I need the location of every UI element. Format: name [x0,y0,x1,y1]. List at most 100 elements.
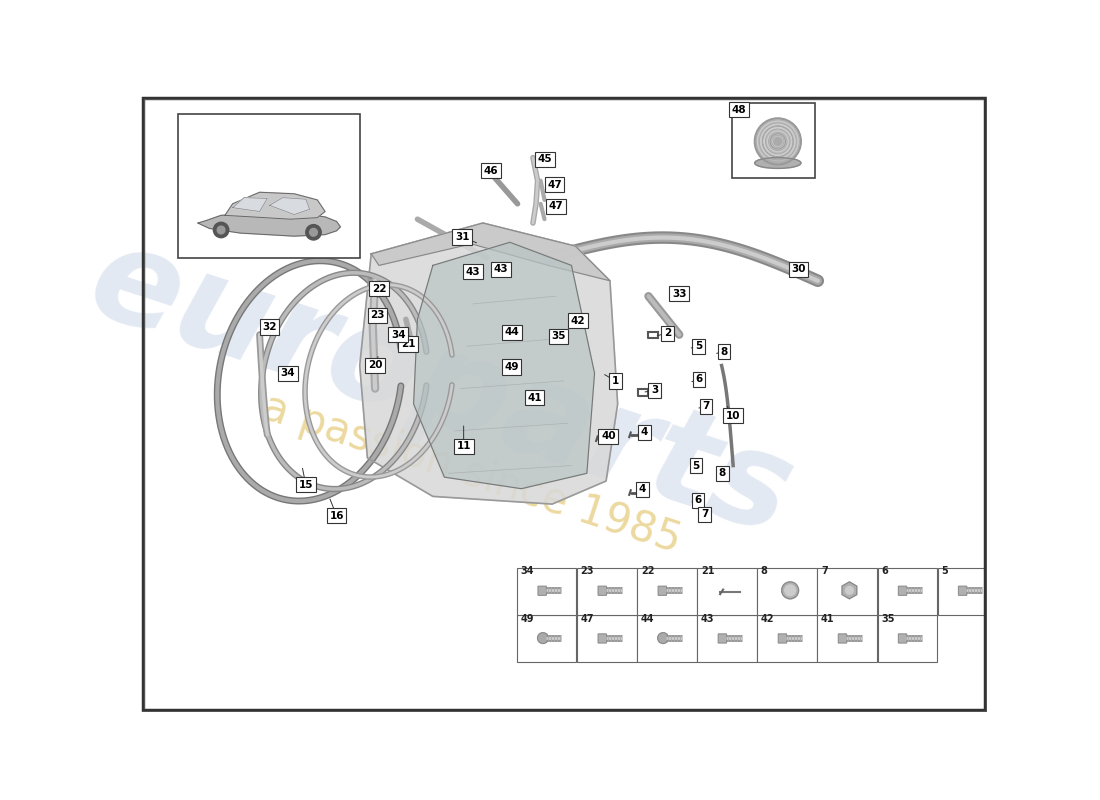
Text: 8: 8 [761,566,768,576]
Circle shape [784,585,795,596]
FancyBboxPatch shape [697,615,757,662]
Text: 40: 40 [601,431,616,442]
Text: 21: 21 [402,339,416,349]
Text: 44: 44 [640,614,654,624]
Text: 22: 22 [640,566,654,576]
Text: 6: 6 [694,495,702,506]
Text: 34: 34 [390,330,406,340]
FancyBboxPatch shape [878,568,937,614]
FancyBboxPatch shape [538,586,547,595]
Text: 10: 10 [726,410,740,421]
Text: 44: 44 [505,327,519,338]
Text: 47: 47 [547,179,562,190]
FancyBboxPatch shape [517,615,576,662]
Text: 1: 1 [612,376,619,386]
Text: 22: 22 [372,283,386,294]
FancyBboxPatch shape [578,615,637,662]
Text: 3: 3 [651,385,658,395]
FancyBboxPatch shape [817,568,877,614]
Circle shape [213,222,229,238]
Text: 23: 23 [581,566,594,576]
Text: 41: 41 [821,614,835,624]
FancyBboxPatch shape [517,568,576,614]
Circle shape [538,633,548,643]
FancyBboxPatch shape [598,634,606,643]
Text: 47: 47 [581,614,594,624]
Circle shape [306,225,321,240]
FancyBboxPatch shape [718,634,727,643]
FancyBboxPatch shape [758,568,816,614]
FancyBboxPatch shape [817,615,877,662]
Text: 48: 48 [732,105,747,115]
Circle shape [774,138,782,146]
Polygon shape [198,213,341,236]
Text: 34: 34 [520,566,535,576]
Text: 21: 21 [701,566,714,576]
Text: 8: 8 [720,346,727,357]
FancyBboxPatch shape [578,568,637,614]
Text: 45: 45 [538,154,552,164]
Text: 32: 32 [263,322,277,332]
Text: 6: 6 [695,374,703,384]
Text: 8: 8 [718,468,726,478]
Polygon shape [414,242,594,489]
Circle shape [218,226,226,234]
FancyBboxPatch shape [958,586,967,595]
Text: 46: 46 [483,166,498,176]
FancyBboxPatch shape [598,586,606,595]
Polygon shape [372,223,609,281]
Text: 42: 42 [570,316,585,326]
Circle shape [782,582,799,599]
FancyBboxPatch shape [937,568,997,614]
Text: a passion since 1985: a passion since 1985 [256,386,686,561]
Text: 42: 42 [761,614,774,624]
Text: europarts: europarts [74,215,807,562]
Text: 11: 11 [456,442,471,451]
FancyBboxPatch shape [637,568,696,614]
Circle shape [658,633,669,643]
Text: 7: 7 [821,566,827,576]
Text: 49: 49 [520,614,535,624]
Text: 35: 35 [551,331,565,342]
Text: 4: 4 [641,427,648,438]
Text: 15: 15 [298,480,314,490]
Text: 4: 4 [639,485,646,494]
Polygon shape [224,192,326,219]
Text: 49: 49 [504,362,518,372]
FancyBboxPatch shape [637,615,696,662]
Text: 5: 5 [695,342,702,351]
Circle shape [846,586,854,594]
FancyBboxPatch shape [733,103,815,178]
Text: 5: 5 [693,461,700,470]
Polygon shape [233,198,267,211]
Text: 33: 33 [672,289,686,299]
FancyBboxPatch shape [878,615,937,662]
FancyBboxPatch shape [658,586,667,595]
Text: 41: 41 [527,393,542,403]
Text: 7: 7 [703,402,710,411]
FancyBboxPatch shape [899,586,906,595]
Text: 16: 16 [329,510,344,521]
Text: 43: 43 [465,266,481,277]
FancyBboxPatch shape [178,114,361,258]
Text: 34: 34 [280,368,296,378]
Text: 35: 35 [881,614,894,624]
Text: 47: 47 [549,201,563,211]
Text: 2: 2 [664,328,671,338]
FancyBboxPatch shape [838,634,847,643]
Text: 30: 30 [791,264,806,274]
Text: 43: 43 [493,264,508,274]
Circle shape [755,118,801,165]
FancyBboxPatch shape [899,634,906,643]
Text: 31: 31 [455,232,470,242]
FancyBboxPatch shape [778,634,786,643]
Text: 43: 43 [701,614,714,624]
Ellipse shape [755,158,801,168]
Polygon shape [360,223,618,504]
Text: 23: 23 [371,310,385,321]
Text: 6: 6 [881,566,888,576]
Text: 20: 20 [367,361,383,370]
Polygon shape [270,198,310,214]
FancyBboxPatch shape [697,568,757,614]
Circle shape [310,229,318,236]
